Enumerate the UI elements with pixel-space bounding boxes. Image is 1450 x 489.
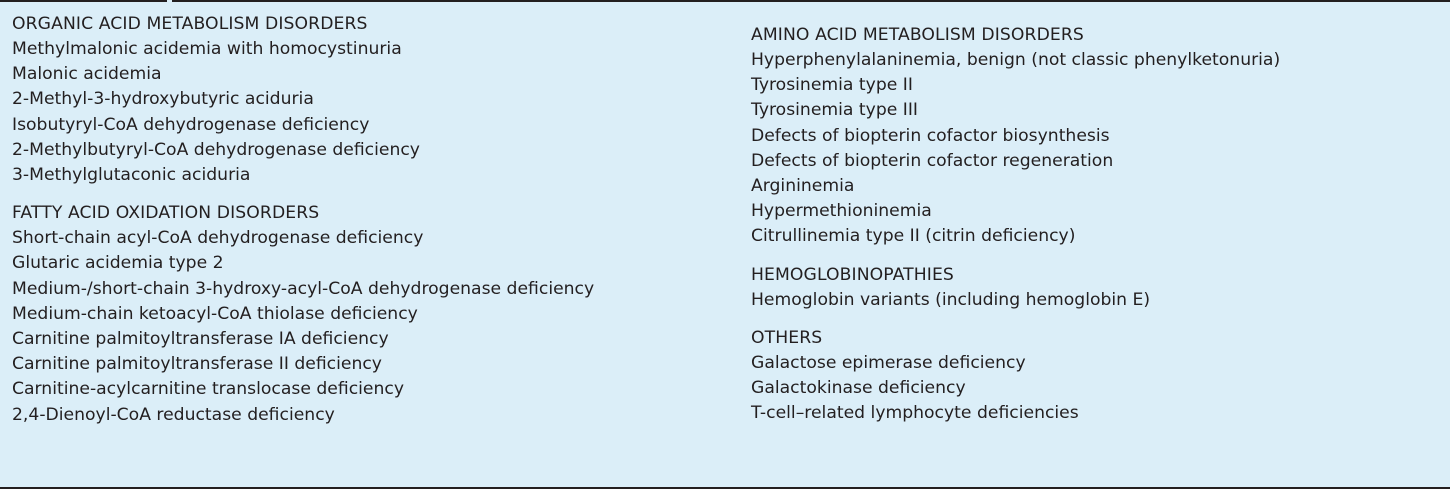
list-item: Defects of biopterin cofactor biosynthes… <box>751 125 1110 146</box>
section-hemoglobinopathies: HEMOGLOBINOPATHIES Hemoglobin variants (… <box>751 263 1450 313</box>
disorder-list: Short-chain acyl-CoA dehydrogenase defic… <box>12 226 712 428</box>
section-amino-acid: AMINO ACID METABOLISM DISORDERS Hyperphe… <box>751 23 1450 250</box>
list-item: Galactose epimerase deficiency <box>751 352 1026 373</box>
list-item: T-cell–related lymphocyte deficiencies <box>751 403 1079 424</box>
list-item: Hypermethioninemia <box>751 201 932 222</box>
list-item: Short-chain acyl-CoA dehydrogenase defic… <box>12 228 424 249</box>
list-item: Methylmalonic acidemia with homocystinur… <box>12 39 402 59</box>
list-item: Medium-/short-chain 3-hydroxy-acyl-CoA d… <box>12 278 595 299</box>
right-column: AMINO ACID METABOLISM DISORDERS Hyperphe… <box>751 23 1450 439</box>
disorder-list: Hyperphenylalaninemia, benign (not class… <box>751 48 1450 250</box>
list-item: Tyrosinemia type III <box>751 100 918 121</box>
section-heading: OTHERS <box>751 327 823 348</box>
top-rule-left <box>0 0 167 2</box>
list-item: 2,4-Dienoyl-CoA reductase deficiency <box>12 404 335 425</box>
disorder-list: Galactose epimerase deficiency Galactoki… <box>751 351 1450 427</box>
left-column: ORGANIC ACID METABOLISM DISORDERS Methyl… <box>12 12 712 441</box>
disorder-list: Methylmalonic acidemia with homocystinur… <box>12 37 712 188</box>
top-rule-right <box>172 0 1450 2</box>
list-item: Glutaric acidemia type 2 <box>12 253 224 274</box>
list-item: 3-Methylglutaconic aciduria <box>12 165 251 186</box>
section-heading: HEMOGLOBINOPATHIES <box>751 264 954 285</box>
bottom-rule <box>0 487 1450 489</box>
list-item: Tyrosinemia type II <box>751 75 913 96</box>
section-organic-acid: ORGANIC ACID METABOLISM DISORDERS Methyl… <box>12 12 712 188</box>
list-item: Citrullinemia type II (citrin deficiency… <box>751 226 1076 247</box>
list-item: 2-Methyl-3-hydroxybutyric aciduria <box>12 89 314 110</box>
section-heading: FATTY ACID OXIDATION DISORDERS <box>12 203 320 224</box>
list-item: Medium-chain ketoacyl-CoA thiolase defic… <box>12 303 418 324</box>
list-item: Hemoglobin variants (including hemoglobi… <box>751 289 1151 310</box>
section-others: OTHERS Galactose epimerase deficiency Ga… <box>751 326 1450 427</box>
list-item: 2-Methylbutyryl-CoA dehydrogenase defici… <box>12 139 420 160</box>
list-item: Malonic acidemia <box>12 64 162 85</box>
list-item: Defects of biopterin cofactor regenerati… <box>751 150 1114 171</box>
list-item: Argininemia <box>751 176 855 197</box>
disorder-list: Hemoglobin variants (including hemoglobi… <box>751 288 1450 313</box>
list-item: Galactokinase deficiency <box>751 378 966 399</box>
list-item: Isobutyryl-CoA dehydrogenase deficiency <box>12 114 370 135</box>
section-fatty-acid: FATTY ACID OXIDATION DISORDERS Short-cha… <box>12 201 712 428</box>
list-item: Carnitine palmitoyltransferase II defici… <box>12 354 382 375</box>
list-item: Carnitine-acylcarnitine translocase defi… <box>12 379 405 400</box>
section-heading: ORGANIC ACID METABOLISM DISORDERS <box>12 14 368 34</box>
section-heading: AMINO ACID METABOLISM DISORDERS <box>751 25 1084 45</box>
list-item: Carnitine palmitoyltransferase IA defici… <box>12 329 389 350</box>
list-item: Hyperphenylalaninemia, benign (not class… <box>751 50 1281 70</box>
